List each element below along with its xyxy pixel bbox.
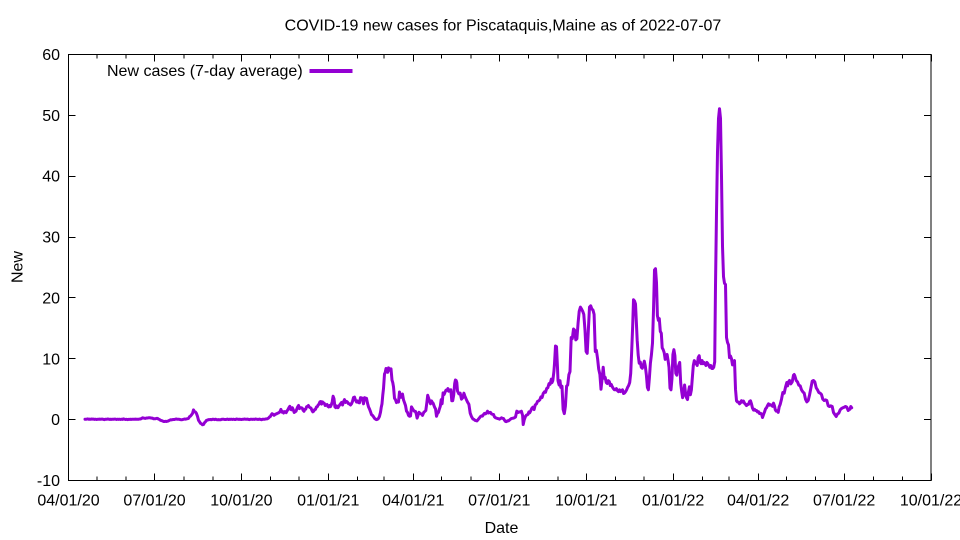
svg-text:New: New xyxy=(10,251,27,283)
svg-text:Date: Date xyxy=(485,520,519,537)
svg-text:04/01/21: 04/01/21 xyxy=(382,493,444,510)
svg-text:10/01/22: 10/01/22 xyxy=(900,493,960,510)
svg-text:07/01/20: 07/01/20 xyxy=(123,493,185,510)
svg-text:0: 0 xyxy=(51,412,60,429)
svg-text:New cases (7-day average): New cases (7-day average) xyxy=(107,63,303,80)
svg-text:COVID-19 new cases for Piscata: COVID-19 new cases for Piscataquis,Maine… xyxy=(285,18,722,35)
svg-text:01/01/22: 01/01/22 xyxy=(642,493,704,510)
svg-text:-10: -10 xyxy=(37,473,60,490)
svg-text:07/01/21: 07/01/21 xyxy=(468,493,530,510)
svg-text:20: 20 xyxy=(42,290,60,307)
svg-text:40: 40 xyxy=(42,169,60,186)
svg-text:04/01/20: 04/01/20 xyxy=(37,493,99,510)
svg-text:50: 50 xyxy=(42,108,60,125)
svg-text:60: 60 xyxy=(42,47,60,64)
svg-text:07/01/22: 07/01/22 xyxy=(813,493,875,510)
svg-text:10: 10 xyxy=(42,351,60,368)
svg-text:10/01/21: 10/01/21 xyxy=(555,493,617,510)
svg-text:04/01/22: 04/01/22 xyxy=(727,493,789,510)
svg-text:10/01/20: 10/01/20 xyxy=(210,493,272,510)
svg-text:30: 30 xyxy=(42,230,60,247)
svg-text:01/01/21: 01/01/21 xyxy=(297,493,359,510)
